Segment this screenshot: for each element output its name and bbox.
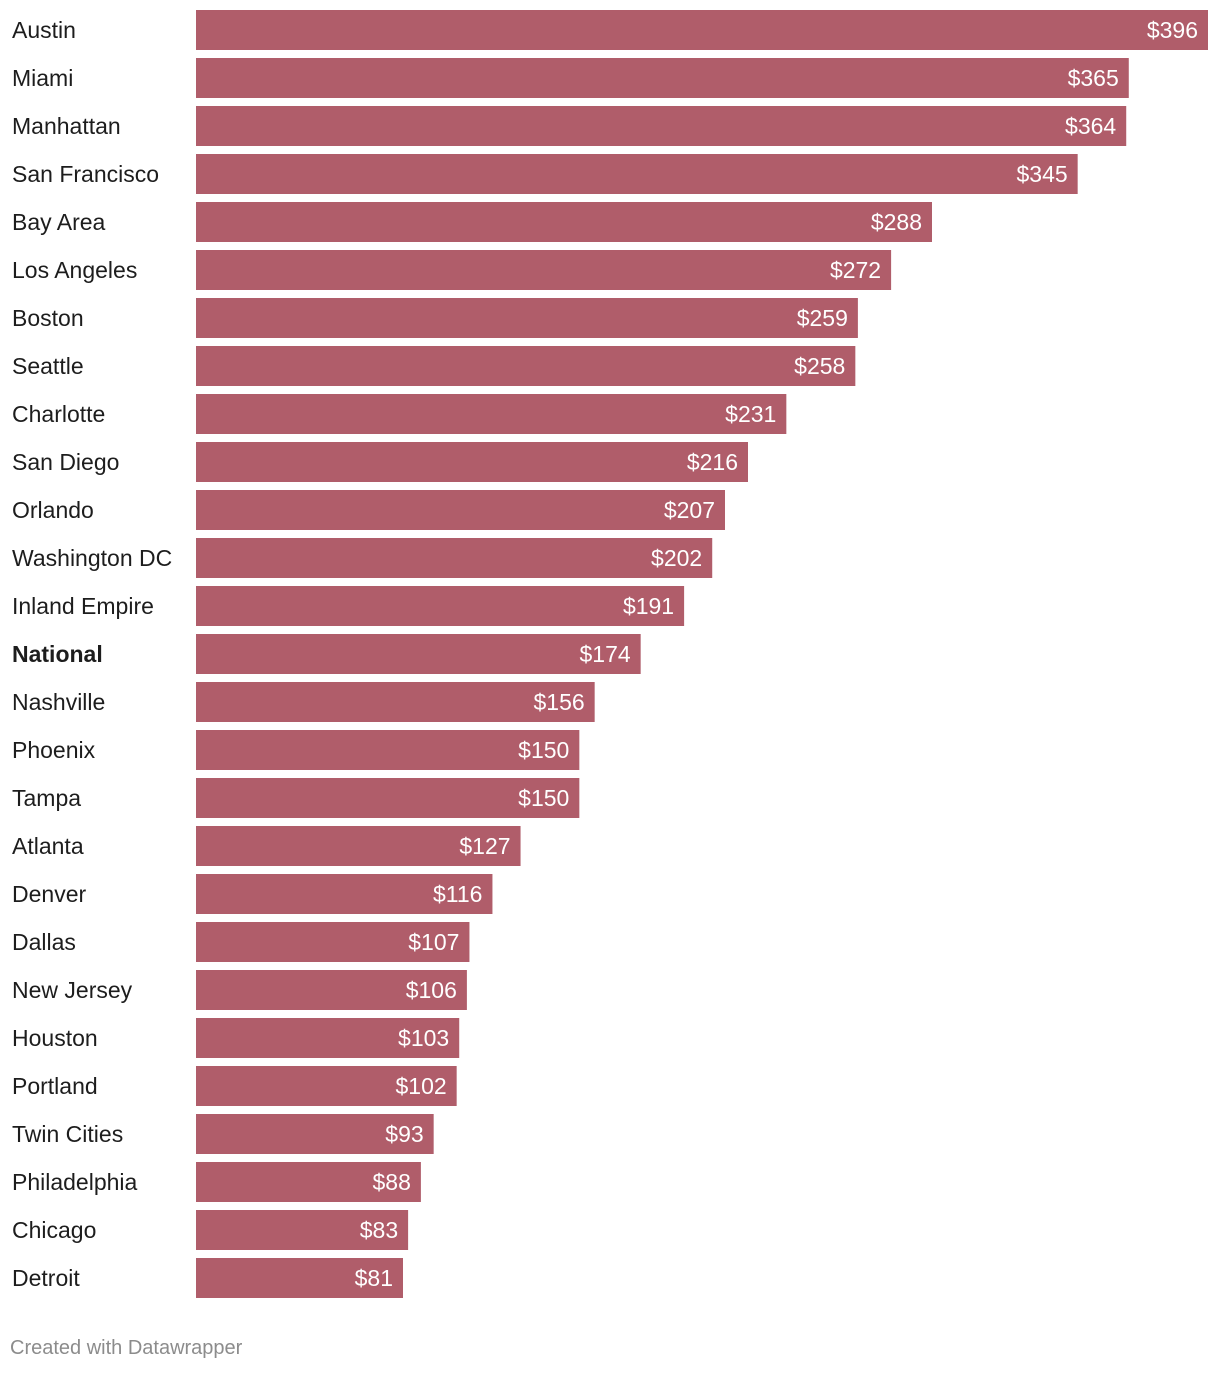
value-label: $207	[664, 497, 715, 523]
bar-dallas	[196, 922, 470, 962]
value-label: $174	[579, 641, 630, 667]
value-label: $88	[373, 1169, 411, 1195]
value-label: $93	[385, 1121, 423, 1147]
bar-atlanta	[196, 826, 521, 866]
value-label: $156	[533, 689, 584, 715]
value-label: $102	[395, 1073, 446, 1099]
bar-los-angeles	[196, 250, 892, 290]
bar-nashville	[196, 682, 595, 722]
category-label: Inland Empire	[12, 593, 154, 619]
value-label: $107	[408, 929, 459, 955]
category-label: Seattle	[12, 353, 84, 379]
bar-boston	[196, 298, 858, 338]
bar-san-diego	[196, 442, 748, 482]
value-label: $272	[830, 257, 881, 283]
bar-san-francisco	[196, 154, 1078, 194]
value-label: $365	[1068, 65, 1119, 91]
bar-tampa	[196, 778, 580, 818]
bar-national	[196, 634, 641, 674]
bar-charlotte	[196, 394, 787, 434]
bar-chicago	[196, 1210, 409, 1250]
value-label: $103	[398, 1025, 449, 1051]
footer-credit[interactable]: Created with Datawrapper	[10, 1337, 243, 1359]
value-label: $191	[623, 593, 674, 619]
value-label: $216	[687, 449, 738, 475]
value-label: $202	[651, 545, 702, 571]
bar-new-jersey	[196, 970, 467, 1010]
category-label: Manhattan	[12, 113, 121, 139]
bar-portland	[196, 1066, 457, 1106]
bar-orlando	[196, 490, 725, 530]
bar-manhattan	[196, 106, 1127, 146]
value-label: $127	[459, 833, 510, 859]
category-label: Austin	[12, 17, 76, 43]
category-label: Nashville	[12, 689, 105, 715]
bar-detroit	[196, 1258, 403, 1298]
value-label: $116	[433, 881, 482, 907]
value-label: $83	[360, 1217, 398, 1243]
category-label: Bay Area	[12, 209, 106, 235]
category-label: Washington DC	[12, 545, 172, 571]
category-label: Phoenix	[12, 737, 96, 763]
category-label: Detroit	[12, 1265, 80, 1291]
category-label: Denver	[12, 881, 86, 907]
bar-inland-empire	[196, 586, 685, 626]
bar-austin	[196, 10, 1208, 50]
bar-twin-cities	[196, 1114, 434, 1154]
bar-philadelphia	[196, 1162, 421, 1202]
category-label: New Jersey	[12, 977, 133, 1003]
category-label: Philadelphia	[12, 1169, 138, 1195]
category-label: Tampa	[12, 785, 81, 811]
bar-houston	[196, 1018, 460, 1058]
value-label: $150	[518, 785, 569, 811]
category-label: Twin Cities	[12, 1121, 123, 1147]
category-label: San Diego	[12, 449, 119, 475]
category-label: San Francisco	[12, 161, 159, 187]
value-label: $106	[406, 977, 457, 1003]
bar-bay-area	[196, 202, 932, 242]
category-label: Atlanta	[12, 833, 84, 859]
value-label: $396	[1147, 17, 1198, 43]
bar-phoenix	[196, 730, 580, 770]
category-label: Portland	[12, 1073, 98, 1099]
value-label: $81	[355, 1265, 393, 1291]
category-label: Charlotte	[12, 401, 105, 427]
value-label: $364	[1065, 113, 1116, 139]
bar-washington-dc	[196, 538, 713, 578]
category-label: Chicago	[12, 1217, 96, 1243]
value-label: $288	[871, 209, 922, 235]
bar-seattle	[196, 346, 856, 386]
value-label: $258	[794, 353, 845, 379]
category-label: Dallas	[12, 929, 76, 955]
bar-denver	[196, 874, 493, 914]
bar-miami	[196, 58, 1129, 98]
value-label: $231	[725, 401, 776, 427]
category-label: Los Angeles	[12, 257, 137, 283]
bar-chart: Austin $396 Miami $365 Manhattan $364 San Fran…	[12, 10, 1208, 1298]
value-label: $345	[1016, 161, 1067, 187]
value-label: $150	[518, 737, 569, 763]
category-label: Houston	[12, 1025, 98, 1051]
category-label: Boston	[12, 305, 84, 331]
value-label: $259	[797, 305, 848, 331]
category-label: Orlando	[12, 497, 94, 523]
category-label: Miami	[12, 65, 73, 91]
category-label: National	[12, 641, 103, 667]
